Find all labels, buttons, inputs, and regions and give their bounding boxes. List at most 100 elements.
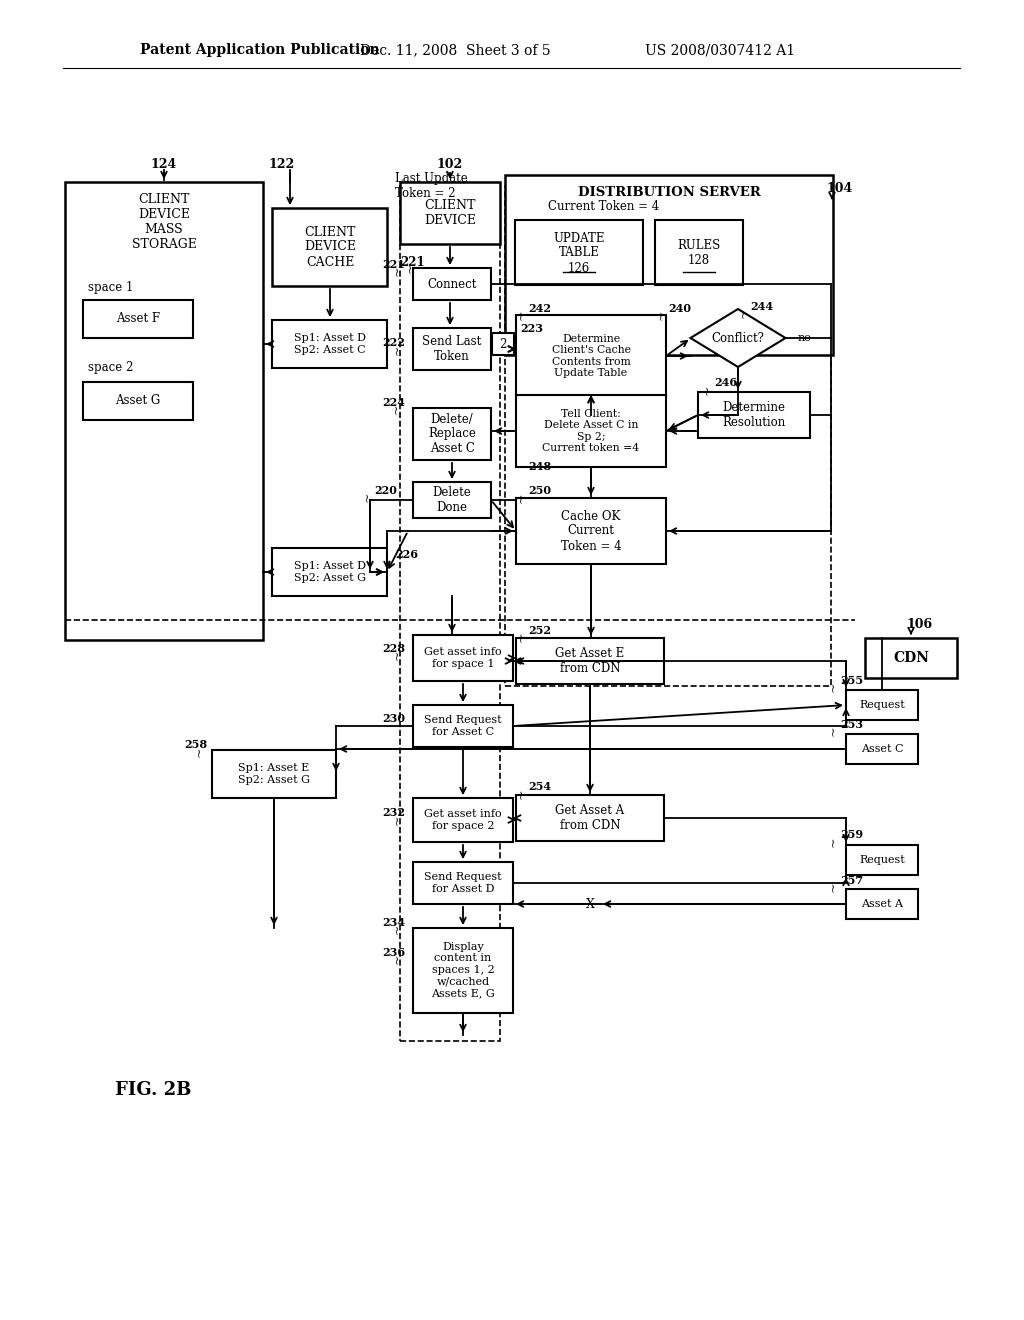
Text: Asset A: Asset A [861, 899, 903, 909]
Text: Send Request
for Asset C: Send Request for Asset C [424, 715, 502, 737]
Text: 248: 248 [528, 462, 551, 473]
Text: Request: Request [859, 700, 905, 710]
Text: Asset F: Asset F [116, 313, 160, 326]
Text: ~: ~ [700, 384, 714, 395]
Text: 226: 226 [395, 549, 418, 561]
Text: Connect: Connect [427, 277, 477, 290]
Text: space 2: space 2 [88, 362, 133, 375]
Text: ~: ~ [390, 924, 403, 935]
Text: Request: Request [859, 855, 905, 865]
Text: 253: 253 [840, 718, 863, 730]
Text: 259: 259 [840, 829, 863, 841]
Text: 122: 122 [269, 158, 295, 172]
Bar [400, 182, 500, 244]
Bar [413, 635, 513, 681]
Text: ~: ~ [736, 308, 750, 318]
Text: ~: ~ [193, 747, 206, 758]
Text: ~: ~ [390, 265, 403, 276]
Text: 234: 234 [382, 916, 406, 928]
Text: Determine
Resolution: Determine Resolution [722, 401, 785, 429]
Text: 220: 220 [374, 484, 397, 495]
Text: US 2008/0307412 A1: US 2008/0307412 A1 [645, 44, 795, 57]
Text: ~: ~ [360, 492, 374, 502]
Text: 230: 230 [382, 713, 406, 723]
Text: X: X [586, 898, 595, 911]
Text: Cache OK
Current
Token = 4: Cache OK Current Token = 4 [561, 510, 622, 553]
Text: 257: 257 [840, 874, 863, 886]
Text: CLIENT
DEVICE: CLIENT DEVICE [424, 199, 476, 227]
Text: 244: 244 [750, 301, 773, 312]
Text: Patent Application Publication: Patent Application Publication [140, 44, 380, 57]
Text: Delete
Done: Delete Done [432, 486, 471, 513]
Bar [846, 734, 918, 764]
Bar [413, 482, 490, 517]
Text: Conflict?: Conflict? [712, 331, 765, 345]
Bar [83, 381, 193, 420]
Text: 255: 255 [840, 675, 863, 685]
Text: 221: 221 [400, 256, 425, 268]
Bar [865, 638, 957, 678]
Bar [272, 548, 387, 597]
Text: ~: ~ [403, 263, 417, 273]
Text: ~: ~ [654, 310, 668, 321]
Text: 228: 228 [382, 643, 406, 653]
Bar [516, 795, 664, 841]
Bar [413, 862, 513, 904]
Text: 124: 124 [151, 158, 177, 172]
Text: Get asset info
for space 1: Get asset info for space 1 [424, 647, 502, 669]
Text: Sp1: Asset D
Sp2: Asset G: Sp1: Asset D Sp2: Asset G [294, 561, 366, 583]
Text: Get asset info
for space 2: Get asset info for space 2 [424, 809, 502, 830]
Bar [698, 392, 810, 438]
Text: Send Last
Token: Send Last Token [422, 335, 481, 363]
Text: 254: 254 [528, 781, 551, 792]
Bar [413, 408, 490, 459]
Bar [505, 176, 833, 355]
Text: Sp1: Asset E
Sp2: Asset G: Sp1: Asset E Sp2: Asset G [238, 763, 310, 785]
Text: 252: 252 [528, 624, 551, 635]
Text: 223: 223 [520, 322, 543, 334]
Text: Asset C: Asset C [861, 744, 903, 754]
Bar [505, 186, 831, 686]
Text: ~: ~ [514, 789, 527, 799]
Bar [272, 319, 387, 368]
Text: Get Asset A
from CDN: Get Asset A from CDN [555, 804, 625, 832]
Text: 232: 232 [382, 808, 406, 818]
Bar [413, 799, 513, 842]
Text: Send Request
for Asset D: Send Request for Asset D [424, 873, 502, 894]
Bar [65, 182, 263, 640]
Bar [846, 845, 918, 875]
Text: ~: ~ [826, 837, 840, 847]
Text: Display
content in
spaces 1, 2
w/cached
Assets E, G: Display content in spaces 1, 2 w/cached … [431, 941, 495, 998]
Text: ~: ~ [514, 310, 527, 321]
Bar [272, 209, 387, 286]
Text: Get Asset E
from CDN: Get Asset E from CDN [555, 647, 625, 675]
Text: ~: ~ [390, 954, 403, 964]
Text: space 1: space 1 [88, 281, 133, 294]
Text: ~: ~ [514, 492, 527, 503]
Text: 236: 236 [382, 946, 406, 957]
Text: Asset G: Asset G [116, 395, 161, 408]
Text: ~: ~ [390, 345, 403, 355]
Bar [83, 300, 193, 338]
Text: FIG. 2B: FIG. 2B [115, 1081, 191, 1100]
Text: 250: 250 [528, 484, 551, 495]
Bar [400, 186, 500, 1041]
Text: 2: 2 [500, 338, 507, 351]
Text: RULES
128: RULES 128 [677, 239, 721, 267]
Bar [655, 220, 743, 285]
Text: CLIENT
DEVICE
CACHE: CLIENT DEVICE CACHE [304, 226, 356, 268]
Bar [413, 928, 513, 1012]
Text: Sp1: Asset D
Sp2: Asset C: Sp1: Asset D Sp2: Asset C [294, 333, 366, 355]
Polygon shape [690, 309, 785, 367]
Text: 258: 258 [184, 739, 207, 751]
Bar [516, 638, 664, 684]
Text: Last Update
Token = 2: Last Update Token = 2 [395, 172, 468, 201]
Text: 102: 102 [437, 158, 463, 172]
Bar [492, 333, 514, 355]
Text: no: no [798, 333, 812, 343]
Text: ~: ~ [514, 632, 527, 643]
Text: 246: 246 [714, 378, 737, 388]
Text: Dec. 11, 2008  Sheet 3 of 5: Dec. 11, 2008 Sheet 3 of 5 [360, 44, 551, 57]
Bar [413, 705, 513, 747]
Text: ~: ~ [390, 649, 403, 660]
